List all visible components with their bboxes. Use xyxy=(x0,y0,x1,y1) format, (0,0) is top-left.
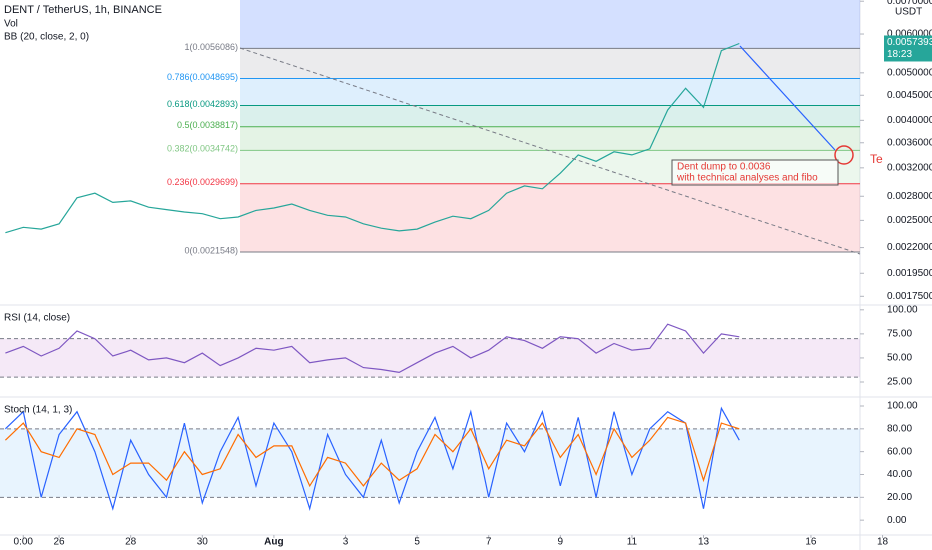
fib-zone xyxy=(240,0,860,49)
y-tick-label: 100.00 xyxy=(887,401,918,412)
y-tick-label: 25.00 xyxy=(887,377,912,388)
pane: 100.00 75.00 50.00 25.00 xyxy=(0,304,918,388)
x-tick-label: 26 xyxy=(54,537,66,548)
pane: 1(0.0056086) 0.786(0.0048695) 0.618(0.0042… xyxy=(5,0,932,302)
series-line xyxy=(4,416,740,488)
y-tick-label: 0.0017500 xyxy=(887,291,932,302)
y-tick-label: 0.0022000 xyxy=(887,242,932,253)
y-tick-label: 0.0019500 xyxy=(887,268,932,279)
countdown: 18:23 xyxy=(887,49,912,60)
trend-line xyxy=(239,47,861,255)
series-line xyxy=(4,406,740,511)
annotation-box xyxy=(671,159,839,186)
x-tick-label: 16 xyxy=(805,537,817,548)
y-tick-label: 0.0032000 xyxy=(887,162,932,173)
chart-title: DENT / TetherUS, 1h, BINANCE xyxy=(4,4,162,16)
fib-zone xyxy=(240,126,860,151)
fib-label: 0.786(0.0048695) xyxy=(167,72,238,82)
y-tick-label: 60.00 xyxy=(887,446,912,457)
y-tick-label: 0.0040000 xyxy=(887,115,932,126)
series-line xyxy=(5,42,740,234)
x-tick-label: Aug xyxy=(264,537,283,548)
y-tick-label: 20.00 xyxy=(887,492,912,503)
fib-label: 0.236(0.0029699) xyxy=(167,177,238,187)
y-tick-label: 80.00 xyxy=(887,423,912,434)
series-line xyxy=(5,323,740,374)
currency: USDT xyxy=(895,7,922,18)
fib-label: 0.5(0.0038817) xyxy=(177,120,238,130)
band xyxy=(0,428,860,498)
side-note: Te xyxy=(870,152,883,166)
x-tick-label: 5 xyxy=(414,537,420,548)
y-tick-label: 0.0028000 xyxy=(887,191,932,202)
x-tick-label: 7 xyxy=(486,537,492,548)
price-tag-label: 0.0057393 xyxy=(887,37,932,48)
x-tick-label: 18 xyxy=(877,537,889,548)
annotation: Dent dump to 0.0036 xyxy=(677,162,771,173)
fib-label: 0(0.0021548) xyxy=(184,245,238,255)
fib-label: 1(0.0056086) xyxy=(184,42,238,52)
y-tick-label: 0.0025000 xyxy=(887,215,932,226)
band xyxy=(0,338,860,378)
annotation: with technical analyses and fibo xyxy=(676,173,818,184)
fib-zone xyxy=(240,183,860,253)
x-tick-label: 3 xyxy=(343,537,349,548)
price-tag xyxy=(884,35,932,62)
y-tick-label: 0.0036000 xyxy=(887,137,932,148)
y-tick-label: 0.0045000 xyxy=(887,90,932,101)
pane-title: Stoch (14, 1, 3) xyxy=(4,405,72,416)
pane-title: RSI (14, close) xyxy=(4,313,70,324)
indicator: Vol xyxy=(4,19,18,30)
fib-zone xyxy=(240,105,860,127)
indicator: BB (20, close, 2, 0) xyxy=(4,32,89,43)
y-tick-label: 40.00 xyxy=(887,469,912,480)
fib-zone xyxy=(240,78,860,106)
projection-line xyxy=(739,45,836,151)
y-tick-label: 0.0070000 xyxy=(887,0,932,7)
pane: 100.00 80.00 60.00 40.00 20.00 0.00 0:00 26 28 30… xyxy=(0,401,918,548)
y-tick-label: 0.0050000 xyxy=(887,67,932,78)
fib-zone xyxy=(240,48,860,79)
fib-label: 0.382(0.0034742) xyxy=(167,144,238,154)
x-tick-label: 30 xyxy=(197,537,209,548)
x-tick-label: 28 xyxy=(125,537,137,548)
y-tick-label: 0.00 xyxy=(887,515,907,526)
y-tick-label: 0.0060000 xyxy=(887,29,932,40)
target-circle xyxy=(834,145,854,165)
x-tick-label: 11 xyxy=(627,537,638,548)
x-tick-label: 0:00 xyxy=(14,537,34,548)
y-tick-label: 50.00 xyxy=(887,353,912,364)
x-tick-label: 13 xyxy=(698,537,710,548)
y-tick-label: 75.00 xyxy=(887,329,912,340)
x-tick-label: 9 xyxy=(558,537,564,548)
y-tick-label: 100.00 xyxy=(887,304,918,315)
fib-label: 0.618(0.0042893) xyxy=(167,99,238,109)
